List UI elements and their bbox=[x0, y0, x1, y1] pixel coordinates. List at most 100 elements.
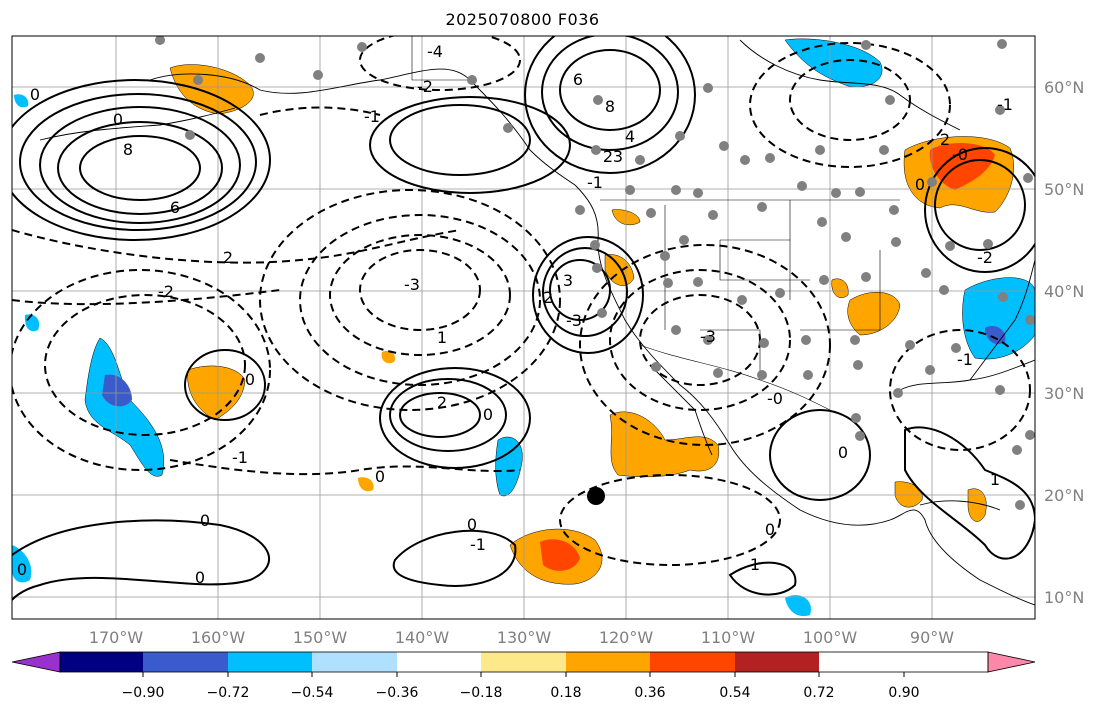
contour-dashed bbox=[609, 269, 791, 411]
contour-low bbox=[542, 247, 628, 337]
contour-dashed bbox=[359, 249, 481, 331]
observation-points bbox=[155, 36, 1035, 510]
lon-label: 170°W bbox=[89, 628, 144, 647]
contour-label: 6 bbox=[573, 70, 583, 89]
colorbar-segment bbox=[228, 652, 312, 672]
lat-label: 40°N bbox=[1044, 282, 1084, 301]
shade-blue bbox=[784, 38, 883, 88]
shade-blue bbox=[12, 545, 32, 583]
border-states bbox=[664, 200, 881, 380]
lat-label: 10°N bbox=[1044, 588, 1084, 607]
contour-label: 0 bbox=[195, 568, 205, 587]
shade-orange bbox=[358, 477, 374, 492]
colorbar-segment bbox=[60, 652, 143, 672]
shade-red bbox=[929, 143, 995, 190]
contour-high bbox=[79, 135, 201, 201]
contour-label: 1 bbox=[437, 328, 447, 347]
lon-label: 100°W bbox=[803, 628, 858, 647]
lon-label: 160°W bbox=[191, 628, 246, 647]
contour-low bbox=[549, 259, 611, 321]
contour-dashed bbox=[259, 189, 561, 411]
colorbar-tick-label: −0.54 bbox=[291, 685, 334, 701]
latitude-labels: 60°N 50°N 40°N 30°N 20°N 10°N bbox=[1044, 78, 1084, 607]
contour-label: 2 bbox=[543, 288, 553, 307]
contour-label: -1 bbox=[587, 173, 603, 192]
contour-dashed bbox=[44, 294, 246, 436]
contour-dashed bbox=[169, 459, 521, 476]
map-frame bbox=[11, 35, 1036, 620]
shade-blue bbox=[785, 595, 811, 617]
contour-dashed bbox=[12, 229, 461, 264]
contour-low bbox=[399, 392, 481, 438]
contour-high bbox=[19, 93, 257, 231]
colorbar-segment bbox=[735, 652, 819, 672]
contour-label: -4 bbox=[427, 42, 443, 61]
contour-label: 0 bbox=[375, 467, 385, 486]
contour-dashed bbox=[12, 289, 281, 306]
contour-high bbox=[541, 36, 679, 151]
shade-orange bbox=[894, 481, 923, 508]
lon-label: 150°W bbox=[293, 628, 348, 647]
contour-zero bbox=[392, 529, 517, 587]
contour-low bbox=[369, 96, 571, 194]
contour-label: 0 bbox=[483, 405, 493, 424]
contour-label: -3 bbox=[700, 327, 716, 346]
colorbar: −0.90 −0.72 −0.54 −0.36 −0.18 0.18 0.36 0.54 0.7… bbox=[11, 651, 1036, 701]
lat-label: 20°N bbox=[1044, 486, 1084, 505]
contour-label: 0 bbox=[200, 511, 210, 530]
contour-label: -0 bbox=[767, 389, 783, 408]
contour-label: 0 bbox=[17, 560, 27, 579]
colorbar-tick-label: 0.72 bbox=[803, 685, 834, 701]
contours-dashed bbox=[12, 36, 1031, 566]
contour-dashed bbox=[359, 36, 521, 91]
contour-label: -2 bbox=[977, 248, 993, 267]
border-alaska bbox=[411, 36, 470, 81]
contour-label: 6 bbox=[170, 198, 180, 217]
lat-label: 30°N bbox=[1044, 384, 1084, 403]
colorbar-tick-label: 0.90 bbox=[888, 685, 919, 701]
contour-dashed bbox=[749, 42, 951, 168]
contour-high bbox=[559, 49, 661, 131]
contour-dashed bbox=[889, 329, 1031, 451]
colorbar-segment bbox=[143, 652, 228, 672]
borders bbox=[411, 36, 900, 411]
lon-label: 90°W bbox=[910, 628, 954, 647]
lon-label: 120°W bbox=[599, 628, 654, 647]
contour-low bbox=[389, 104, 531, 176]
shade-purple bbox=[102, 374, 132, 407]
contour-label: 0 bbox=[113, 110, 123, 129]
contour-low bbox=[769, 409, 871, 501]
contour-label: 1 bbox=[750, 555, 760, 574]
lat-label: 60°N bbox=[1044, 78, 1084, 97]
contour-zero bbox=[728, 561, 797, 596]
contour-high bbox=[524, 36, 696, 174]
contour-dashed bbox=[789, 59, 911, 141]
shade-orange bbox=[967, 488, 987, 522]
contour-label: 0 bbox=[467, 515, 477, 534]
contour-label: -3 bbox=[566, 311, 582, 330]
shade-orange bbox=[847, 291, 901, 336]
contour-label: -1 bbox=[470, 535, 486, 554]
colorbar-segment bbox=[312, 652, 397, 672]
contour-high bbox=[57, 121, 223, 215]
contour-label: 0 bbox=[765, 520, 775, 539]
colorbar-tick-label: 0.36 bbox=[634, 685, 665, 701]
contour-dashed bbox=[559, 474, 781, 566]
contour-label: -2 bbox=[158, 282, 174, 301]
colorbar-tick-label: −0.90 bbox=[122, 685, 165, 701]
contour-label: 8 bbox=[605, 97, 615, 116]
coast-east bbox=[969, 259, 1035, 381]
contour-label: 0 bbox=[245, 370, 255, 389]
contour-low bbox=[934, 159, 1026, 251]
contour-low bbox=[532, 236, 644, 354]
contour-label: 3 bbox=[563, 271, 573, 290]
contour-label: 3 bbox=[613, 147, 623, 166]
colorbar-tick-label: −0.18 bbox=[460, 685, 503, 701]
colorbar-segment bbox=[650, 652, 735, 672]
colorbar-tick-label: 0.18 bbox=[550, 685, 581, 701]
contour-label: -2 bbox=[417, 77, 433, 96]
lon-label: 130°W bbox=[497, 628, 552, 647]
map-title: 2025070800 F036 bbox=[445, 10, 600, 29]
